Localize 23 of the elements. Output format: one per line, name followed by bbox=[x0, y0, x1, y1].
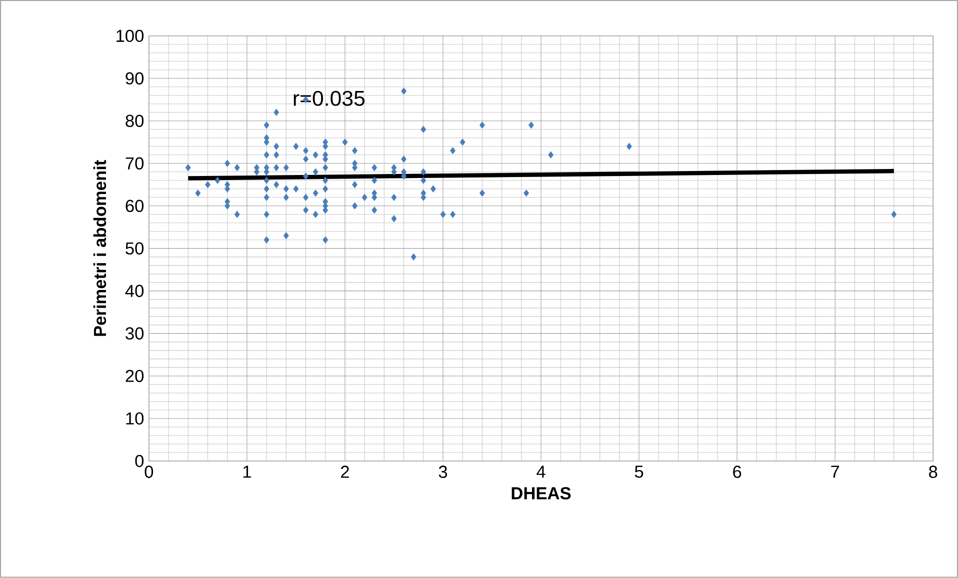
y-axis-title: Perimetri i abdomenit bbox=[93, 160, 106, 336]
annotation: r=0.035 bbox=[294, 90, 364, 106]
y-tick-label: 80 bbox=[126, 114, 144, 128]
x-tick-label: 7 bbox=[831, 466, 840, 478]
x-tick-label: 2 bbox=[341, 466, 349, 478]
y-tick-label: 10 bbox=[126, 412, 144, 425]
y-tick-label: 20 bbox=[126, 370, 144, 382]
y-tick-label: 100 bbox=[116, 30, 144, 42]
y-tick-label: 70 bbox=[126, 157, 144, 170]
x-tick-label: 5 bbox=[634, 466, 644, 478]
x-tick-label: 1 bbox=[243, 466, 251, 478]
y-tick-label: 40 bbox=[125, 284, 144, 298]
x-tick-label: 8 bbox=[929, 466, 938, 478]
x-tick-label: 0 bbox=[144, 466, 154, 478]
y-tick-label: 30 bbox=[126, 327, 144, 340]
x-tick-label: 3 bbox=[438, 466, 448, 478]
y-tick-label: 0 bbox=[135, 454, 144, 468]
x-tick-label: 4 bbox=[536, 466, 546, 478]
x-axis-title: DHEAS bbox=[512, 487, 571, 500]
x-tick-label: 6 bbox=[733, 466, 742, 478]
y-tick-label: 50 bbox=[126, 242, 144, 255]
y-tick-label: 60 bbox=[126, 200, 144, 212]
y-tick-label: 90 bbox=[126, 72, 144, 85]
